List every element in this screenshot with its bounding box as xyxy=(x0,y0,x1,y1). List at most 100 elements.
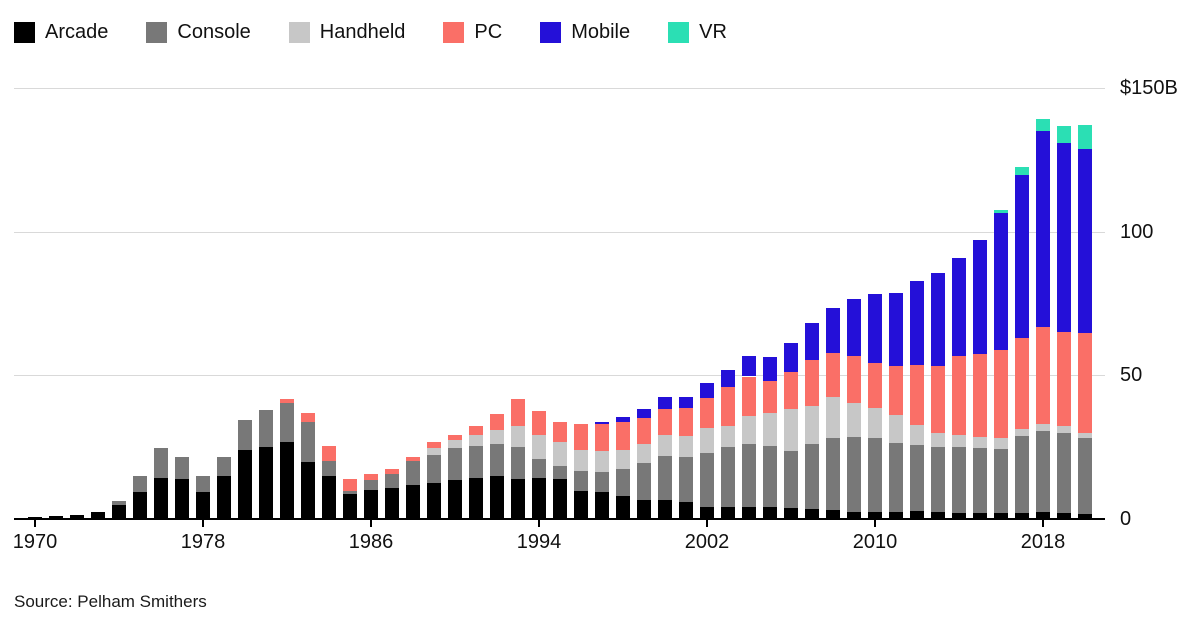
bar-1996-pc-segment xyxy=(574,423,588,450)
bar-1997-console-segment xyxy=(595,471,609,492)
bar-1982-pc-segment xyxy=(280,398,294,404)
bar-1985-console-segment xyxy=(343,490,357,495)
bar-2020-vr-segment xyxy=(1078,125,1092,149)
bar-2003-console-segment xyxy=(721,447,735,508)
bar-2017-mobile-segment xyxy=(1015,175,1029,339)
bar-1990-console-segment xyxy=(448,448,462,480)
bar-2000-console-segment xyxy=(658,455,672,501)
bar-1993-handheld-segment xyxy=(511,425,525,447)
bar-2011-handheld-segment xyxy=(889,415,903,444)
bar-2009-arcade-segment xyxy=(847,511,861,519)
legend-label: Arcade xyxy=(45,21,109,43)
bar-2011-console-segment xyxy=(889,443,903,512)
bar-2001-pc-segment xyxy=(679,407,693,436)
bar-1984-pc-segment xyxy=(322,445,336,461)
bar-1989-console-segment xyxy=(427,454,441,484)
y-axis-label: 0 xyxy=(1120,508,1132,530)
legend-item-arcade: Arcade xyxy=(14,22,108,43)
bar-1974-arcade-segment xyxy=(112,504,126,519)
bar-2001-handheld-segment xyxy=(679,435,693,457)
bar-1993-console-segment xyxy=(511,446,525,480)
bar-1977-arcade-segment xyxy=(175,478,189,519)
bar-1998-mobile-segment xyxy=(616,416,630,423)
bar-1990-pc-segment xyxy=(448,435,462,440)
bar-1985-arcade-segment xyxy=(343,494,357,519)
bar-1995-console-segment xyxy=(553,465,567,480)
bar-1994-handheld-segment xyxy=(532,434,546,459)
x-axis-tick-1986 xyxy=(370,519,372,527)
bar-2013-handheld-segment xyxy=(931,432,945,447)
bar-1983-console-segment xyxy=(301,422,315,463)
bar-2016-pc-segment xyxy=(994,349,1008,439)
bar-2006-console-segment xyxy=(784,451,798,509)
bar-1989-handheld-segment xyxy=(427,447,441,455)
bar-2012-console-segment xyxy=(910,444,924,511)
bar-1985-pc-segment xyxy=(343,479,357,491)
bar-1991-pc-segment xyxy=(469,425,483,435)
bar-2010-handheld-segment xyxy=(868,408,882,439)
bar-2015-arcade-segment xyxy=(973,513,987,519)
bar-1986-arcade-segment xyxy=(364,489,378,519)
bar-1999-pc-segment xyxy=(637,418,651,445)
bar-2017-handheld-segment xyxy=(1015,429,1029,436)
bar-1994-console-segment xyxy=(532,458,546,479)
bar-2004-arcade-segment xyxy=(742,506,756,519)
legend-label: VR xyxy=(699,21,727,43)
x-axis-tick-2002 xyxy=(706,519,708,527)
bar-1980-console-segment xyxy=(238,419,252,451)
bar-2015-handheld-segment xyxy=(973,436,987,449)
x-axis-label: 2002 xyxy=(684,531,730,553)
bar-2017-console-segment xyxy=(1015,435,1029,513)
bar-1990-handheld-segment xyxy=(448,440,462,449)
bar-2013-pc-segment xyxy=(931,366,945,433)
bar-1981-arcade-segment xyxy=(259,446,273,519)
bar-1986-console-segment xyxy=(364,479,378,490)
bar-2001-console-segment xyxy=(679,456,693,502)
bar-2014-mobile-segment xyxy=(952,257,966,356)
legend-item-mobile: Mobile xyxy=(540,22,630,43)
bar-2014-handheld-segment xyxy=(952,434,966,448)
bar-2003-handheld-segment xyxy=(721,426,735,448)
bar-1998-handheld-segment xyxy=(616,450,630,470)
bar-1978-arcade-segment xyxy=(196,491,210,519)
x-axis-label: 1994 xyxy=(516,531,562,553)
legend-label: PC xyxy=(474,21,503,43)
bar-1982-console-segment xyxy=(280,403,294,443)
bar-2007-console-segment xyxy=(805,444,819,510)
bar-2005-mobile-segment xyxy=(763,356,777,381)
bar-2010-console-segment xyxy=(868,438,882,512)
bar-2016-handheld-segment xyxy=(994,438,1008,450)
bar-2003-pc-segment xyxy=(721,387,735,427)
bar-2020-console-segment xyxy=(1078,438,1092,515)
bar-2008-console-segment xyxy=(826,438,840,511)
bar-1988-console-segment xyxy=(406,460,420,486)
bar-1988-pc-segment xyxy=(406,456,420,461)
legend-item-vr: VR xyxy=(668,22,727,43)
bar-1992-console-segment xyxy=(490,444,504,476)
legend-swatch-vr xyxy=(668,22,690,43)
legend-swatch-console xyxy=(146,22,168,43)
bar-1999-handheld-segment xyxy=(637,444,651,464)
bar-2013-console-segment xyxy=(931,446,945,512)
x-axis-tick-1970 xyxy=(34,519,36,527)
bar-1975-arcade-segment xyxy=(133,491,147,519)
bar-1999-mobile-segment xyxy=(637,408,651,419)
y-axis-label: $150B xyxy=(1120,77,1178,99)
bar-1999-console-segment xyxy=(637,463,651,501)
bar-1996-console-segment xyxy=(574,470,588,491)
bar-2000-pc-segment xyxy=(658,408,672,436)
bar-1995-arcade-segment xyxy=(553,479,567,519)
bar-2019-console-segment xyxy=(1057,433,1071,513)
bar-2011-arcade-segment xyxy=(889,511,903,519)
bar-2019-mobile-segment xyxy=(1057,142,1071,332)
x-axis-line xyxy=(14,518,1105,520)
bar-2004-pc-segment xyxy=(742,376,756,416)
x-axis-tick-2010 xyxy=(874,519,876,527)
bar-1991-console-segment xyxy=(469,446,483,478)
bar-2006-handheld-segment xyxy=(784,409,798,452)
bar-1981-console-segment xyxy=(259,409,273,447)
bar-2004-handheld-segment xyxy=(742,415,756,445)
bar-1993-pc-segment xyxy=(511,398,525,426)
legend-item-console: Console xyxy=(146,22,251,43)
